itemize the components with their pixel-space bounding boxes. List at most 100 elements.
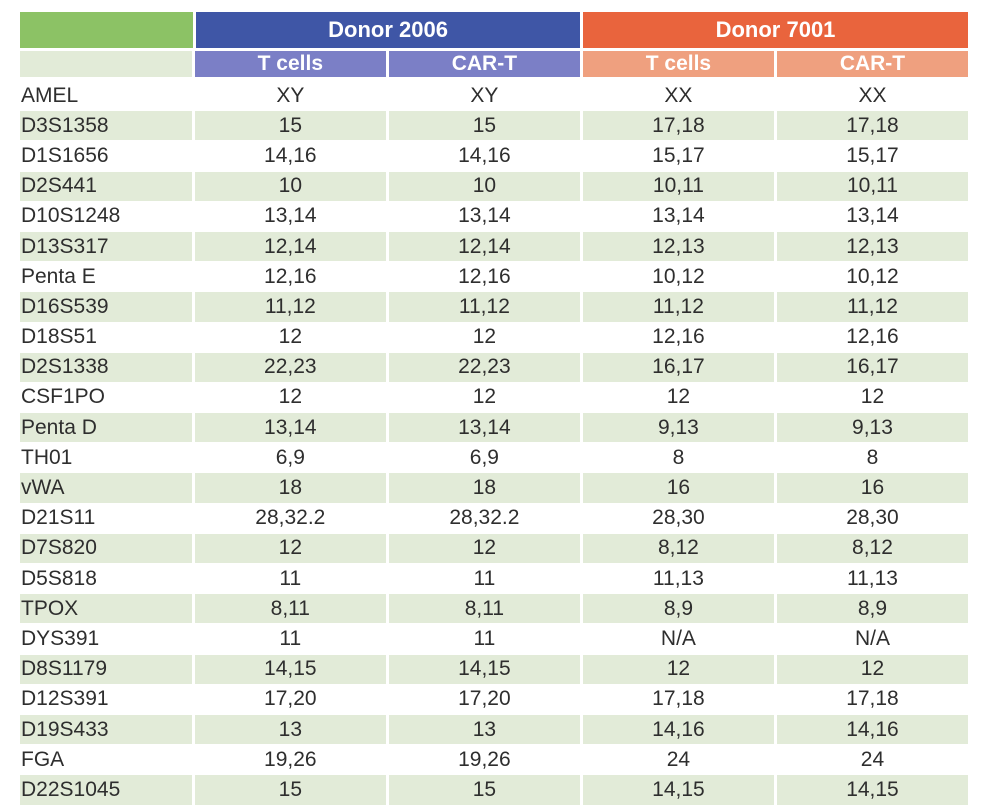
- allele-cell: 12: [776, 382, 968, 413]
- allele-cell: 13,14: [582, 201, 774, 231]
- table-row: D3S1358 15 15 17,18 17,18: [20, 110, 968, 141]
- donor-2006-header: Donor 2006: [196, 12, 581, 48]
- donor-2006-tcells-header: T cells: [194, 51, 386, 77]
- allele-cell: 17,18: [582, 111, 774, 141]
- locus-cell: vWA: [20, 473, 192, 503]
- allele-cell: 12,16: [582, 322, 774, 352]
- locus-cell: FGA: [20, 745, 192, 775]
- allele-cell: 12: [194, 382, 386, 413]
- allele-cell: 17,20: [388, 684, 580, 714]
- allele-cell: 14,16: [776, 714, 968, 745]
- locus-cell: AMEL: [20, 81, 192, 111]
- allele-cell: 6,9: [388, 443, 580, 473]
- locus-cell: TH01: [20, 443, 192, 473]
- allele-cell: 11: [194, 624, 386, 654]
- allele-cell: 28,32.2: [388, 503, 580, 533]
- allele-cell: 12: [388, 322, 580, 352]
- allele-cell: 12,13: [582, 231, 774, 262]
- locus-cell: D10S1248: [20, 201, 192, 231]
- allele-cell: 14,15: [776, 775, 968, 805]
- locus-cell: D2S1338: [20, 352, 192, 382]
- allele-cell: 13,14: [194, 413, 386, 443]
- allele-cell: 11: [194, 564, 386, 594]
- allele-cell: 12: [776, 654, 968, 684]
- allele-cell: 14,16: [582, 714, 774, 745]
- allele-cell: 10,11: [582, 171, 774, 201]
- allele-cell: 10: [194, 171, 386, 201]
- locus-cell: D22S1045: [20, 775, 192, 805]
- donor-7001-tcells-header: T cells: [582, 51, 774, 77]
- header-corner-cell: [20, 12, 194, 48]
- allele-cell: 19,26: [194, 745, 386, 775]
- donor-header-row: Donor 2006 Donor 7001: [20, 12, 968, 48]
- allele-cell: 18: [194, 473, 386, 503]
- allele-cell: 9,13: [582, 413, 774, 443]
- allele-cell: 15,17: [582, 141, 774, 171]
- allele-cell: 15: [388, 111, 580, 141]
- table-row: D1S1656 14,16 14,16 15,17 15,17: [20, 140, 968, 171]
- allele-cell: N/A: [776, 624, 968, 654]
- allele-cell: 15: [388, 775, 580, 805]
- locus-cell: D2S441: [20, 171, 192, 201]
- table-row: TPOX 8,11 8,11 8,9 8,9: [20, 593, 968, 624]
- allele-cell: 15,17: [776, 141, 968, 171]
- allele-cell: 12,13: [776, 231, 968, 262]
- table-row: vWA 18 18 16 16: [20, 472, 968, 503]
- table-row: D13S317 12,14 12,14 12,13 12,13: [20, 230, 968, 262]
- allele-cell: 8: [582, 443, 774, 473]
- sample-type-header-row: T cells CAR-T T cells CAR-T: [20, 51, 968, 77]
- allele-cell: XY: [194, 81, 386, 111]
- allele-cell: XX: [776, 81, 968, 111]
- donor-7001-cart-header: CAR-T: [776, 51, 968, 77]
- allele-cell: 28,30: [582, 503, 774, 533]
- table-row: Penta E 12,16 12,16 10,12 10,12: [20, 261, 968, 292]
- table-row: D22S1045 15 15 14,15 14,15: [20, 774, 968, 805]
- allele-cell: 8,11: [388, 594, 580, 624]
- allele-cell: XX: [582, 81, 774, 111]
- allele-cell: 13: [388, 714, 580, 745]
- table-row: D7S820 12 12 8,12 8,12: [20, 532, 968, 563]
- allele-cell: 15: [194, 775, 386, 805]
- table-row: Penta D 13,14 13,14 9,13 9,13: [20, 412, 968, 443]
- allele-cell: 11,12: [388, 292, 580, 322]
- allele-cell: 17,18: [582, 684, 774, 714]
- allele-cell: N/A: [582, 624, 774, 654]
- table-row: DYS391 11 11 N/A N/A: [20, 623, 968, 654]
- allele-cell: 17,20: [194, 684, 386, 714]
- allele-cell: 13: [194, 714, 386, 745]
- allele-cell: 11: [388, 624, 580, 654]
- allele-cell: 24: [582, 745, 774, 775]
- allele-cell: 16,17: [776, 352, 968, 382]
- locus-cell: D13S317: [20, 231, 192, 262]
- locus-cell: D19S433: [20, 714, 192, 745]
- allele-cell: 12: [194, 322, 386, 352]
- allele-cell: 10,12: [582, 262, 774, 292]
- allele-cell: 14,15: [388, 654, 580, 684]
- locus-cell: CSF1PO: [20, 382, 192, 413]
- str-profile-table: Donor 2006 Donor 7001 T cells CAR-T T ce…: [20, 12, 968, 805]
- allele-cell: 28,30: [776, 503, 968, 533]
- subheader-corner-cell: [20, 51, 192, 77]
- table-body: AMEL XY XY XX XX D3S1358 15 15 17,18 17,18 D1S1656…: [20, 80, 968, 805]
- allele-cell: 10: [388, 171, 580, 201]
- allele-cell: 12: [388, 533, 580, 563]
- table-row: CSF1PO 12 12 12 12: [20, 381, 968, 413]
- locus-cell: D5S818: [20, 564, 192, 594]
- allele-cell: 12,14: [388, 231, 580, 262]
- allele-cell: 10,11: [776, 171, 968, 201]
- locus-cell: TPOX: [20, 594, 192, 624]
- allele-cell: 10,12: [776, 262, 968, 292]
- table-row: D18S51 12 12 12,16 12,16: [20, 321, 968, 352]
- table-row: D8S1179 14,15 14,15 12 12: [20, 653, 968, 684]
- locus-cell: D1S1656: [20, 141, 192, 171]
- locus-cell: D8S1179: [20, 654, 192, 684]
- allele-cell: 12: [582, 382, 774, 413]
- allele-cell: 18: [388, 473, 580, 503]
- locus-cell: D18S51: [20, 322, 192, 352]
- table-row: D12S391 17,20 17,20 17,18 17,18: [20, 683, 968, 714]
- table-row: AMEL XY XY XX XX: [20, 80, 968, 111]
- allele-cell: 16,17: [582, 352, 774, 382]
- allele-cell: 14,15: [194, 654, 386, 684]
- locus-cell: D7S820: [20, 533, 192, 563]
- allele-cell: 12,14: [194, 231, 386, 262]
